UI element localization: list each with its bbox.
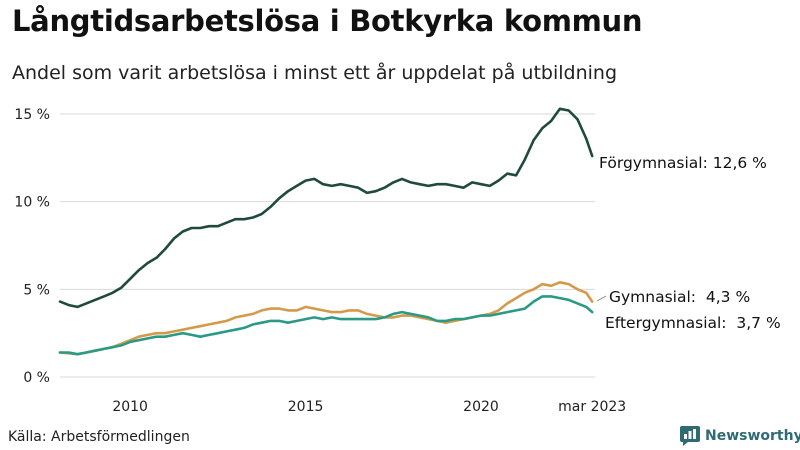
x-tick-label: mar 2023 bbox=[558, 399, 626, 415]
y-axis-ticks: 0 % 5 % 10 % 15 % bbox=[14, 107, 50, 386]
end-labels: Förgymnasial: 12,6 % Gymnasial: 4,3 % Efte… bbox=[596, 154, 781, 332]
series-line-gymnasial bbox=[58, 281, 594, 356]
grid-lines bbox=[60, 113, 595, 378]
x-tick-label: 2010 bbox=[112, 399, 148, 415]
y-tick-label: 10 % bbox=[14, 195, 50, 211]
end-label-forgymnasial: Förgymnasial: 12,6 % bbox=[599, 154, 767, 172]
source-note: Källa: Arbetsförmedlingen bbox=[8, 429, 190, 445]
label-connector bbox=[596, 295, 607, 302]
x-tick-label: 2015 bbox=[288, 399, 324, 415]
chart-title: Långtidsarbetslösa i Botkyrka kommun bbox=[12, 4, 643, 38]
series-line-forgymnasial bbox=[58, 107, 594, 309]
brand-logo[interactable]: Newsworthy bbox=[680, 426, 800, 446]
x-axis-ticks: 2010 2015 2020 mar 2023 bbox=[112, 399, 626, 415]
x-tick-label: 2020 bbox=[463, 399, 499, 415]
brand-name: Newsworthy bbox=[705, 428, 800, 444]
y-tick-label: 0 % bbox=[23, 370, 50, 386]
newsworthy-logo-icon bbox=[680, 426, 700, 446]
y-tick-label: 5 % bbox=[23, 282, 50, 298]
end-label-eftergymnasial: Eftergymnasial: 3,7 % bbox=[605, 314, 781, 332]
series-line-eftergymnasial bbox=[58, 295, 594, 356]
end-label-gymnasial: Gymnasial: 4,3 % bbox=[609, 288, 750, 306]
series-lines bbox=[58, 107, 594, 356]
y-tick-label: 15 % bbox=[14, 107, 50, 123]
chart-subtitle: Andel som varit arbetslösa i minst ett å… bbox=[12, 62, 618, 84]
